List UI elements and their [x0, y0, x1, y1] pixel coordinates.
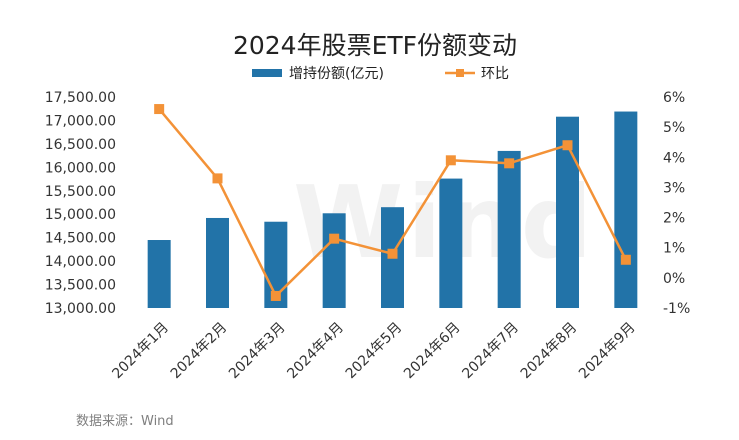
x-tick-label: 2024年2月: [168, 320, 231, 383]
y-left-tick-label: 13,500.00: [45, 278, 116, 294]
x-tick-label: 2024年3月: [226, 320, 289, 383]
x-tick-label: 2024年4月: [284, 320, 347, 383]
y-left-tick-label: 16,000.00: [45, 160, 116, 176]
y-right-tick-label: 4%: [663, 150, 685, 166]
line-point: [504, 158, 515, 169]
line-point: [387, 248, 398, 259]
y-left-tick-label: 17,500.00: [45, 90, 116, 106]
y-right-tick-label: -1%: [663, 301, 690, 317]
y-right-tick-label: 0%: [663, 271, 685, 287]
y-right-tick-label: 6%: [663, 90, 685, 106]
x-tick-label: 2024年5月: [343, 320, 406, 383]
y-left-tick-label: 14,000.00: [45, 254, 116, 270]
y-left-tick-label: 17,000.00: [45, 113, 116, 129]
chart-card: Wind 2024年股票ETF份额变动增持份额(亿元)环比13,000.0013…: [13, 14, 713, 400]
y-right-tick-label: 2%: [663, 211, 685, 227]
line-point: [562, 140, 573, 151]
line-point: [154, 104, 165, 115]
line-point: [270, 290, 281, 301]
line-point: [212, 173, 223, 184]
legend-swatch-bar: [252, 69, 282, 77]
bar: [206, 217, 229, 308]
bar: [322, 213, 346, 308]
x-tick-label: 2024年8月: [518, 320, 581, 383]
line-point: [445, 155, 456, 166]
data-source-note: 数据来源：Wind: [76, 414, 174, 429]
x-tick-label: 2024年6月: [401, 320, 464, 383]
y-left-tick-label: 15,000.00: [45, 207, 116, 223]
y-left-tick-label: 13,000.00: [45, 301, 116, 317]
y-right-tick-label: 1%: [663, 241, 685, 257]
y-left-tick-label: 16,500.00: [45, 137, 116, 153]
bar: [439, 178, 463, 308]
legend-label-bar: 增持份额(亿元): [289, 66, 384, 82]
legend-marker-line: [456, 69, 464, 77]
bar: [556, 116, 579, 309]
bar: [614, 111, 638, 308]
line-point: [620, 254, 631, 265]
x-tick-label: 2024年1月: [109, 320, 172, 383]
legend-label-line: 环比: [481, 66, 509, 82]
x-tick-label: 2024年7月: [459, 320, 522, 383]
bar: [497, 150, 521, 308]
chart-title: 2024年股票ETF份额变动: [233, 31, 517, 60]
y-right-tick-label: 5%: [663, 120, 685, 136]
line-point: [329, 233, 340, 244]
x-tick-label: 2024年9月: [576, 320, 639, 383]
y-left-tick-label: 14,500.00: [45, 231, 116, 247]
y-left-tick-label: 15,500.00: [45, 184, 116, 200]
y-right-tick-label: 3%: [663, 180, 685, 196]
bar: [147, 240, 171, 308]
